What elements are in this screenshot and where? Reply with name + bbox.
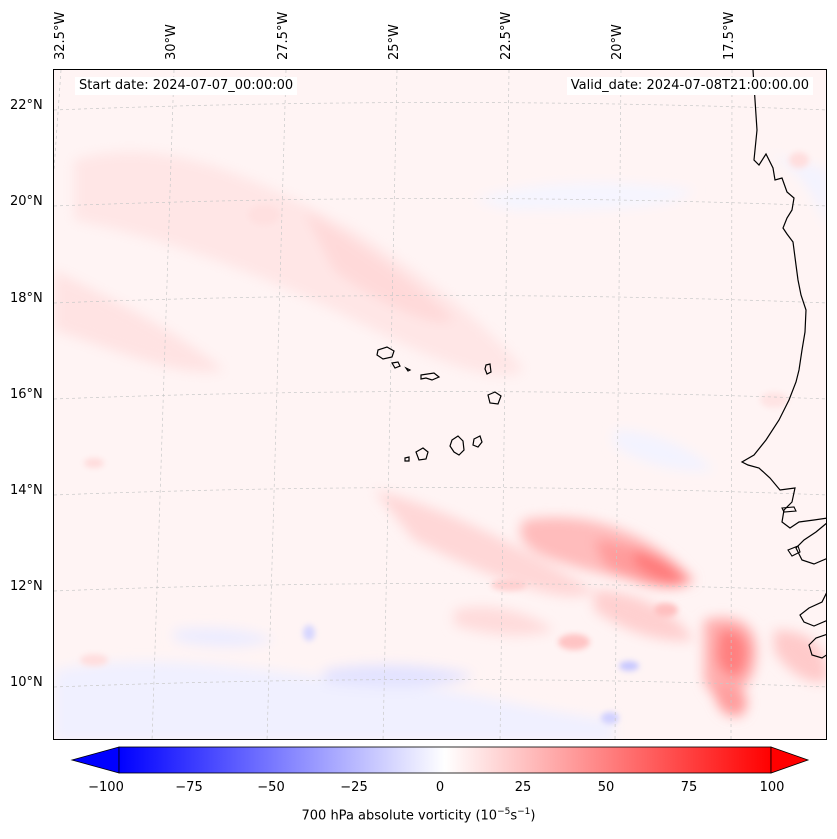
lon-label-27-5w: 27.5°W <box>276 11 291 60</box>
island-maio <box>472 435 483 448</box>
colorbar-tick: −75 <box>175 780 203 795</box>
colorbar-min-extend <box>70 746 120 774</box>
colorbar-tick: 0 <box>435 780 445 795</box>
colorbar-tick: 50 <box>597 780 615 795</box>
vorticity-map <box>54 70 826 739</box>
start-date-label: Start date: 2024-07-07_00:00:00 <box>75 77 298 95</box>
lat-label-20n: 20°N <box>10 194 43 209</box>
lon-label-32-5w: 32.5°W <box>53 11 68 60</box>
island-sao-vicente <box>391 361 401 369</box>
bijagos-island <box>787 545 801 557</box>
island-santo-antao <box>376 346 395 360</box>
lat-label-18n: 18°N <box>10 291 43 306</box>
gambia-river <box>781 506 797 513</box>
colorbar-tick: 75 <box>680 780 698 795</box>
valid-date-label: Valid_date: 2024-07-08T21:00:00.00 <box>566 77 813 95</box>
colorbar-max-extend <box>770 746 810 774</box>
graticule <box>54 70 826 739</box>
island-sao-nicolau <box>420 372 441 381</box>
island-santiago <box>449 435 465 456</box>
vorticity-small-features <box>80 152 809 724</box>
colorbar <box>70 746 810 774</box>
lat-label-10n: 10°N <box>10 675 43 690</box>
island-boa-vista <box>487 391 502 405</box>
colorbar-tick: 100 <box>759 780 785 795</box>
colorbar-tick: −25 <box>340 780 368 795</box>
map-panel[interactable] <box>53 69 827 740</box>
colorbar-gradient <box>118 746 772 774</box>
lat-label-16n: 16°N <box>10 387 43 402</box>
colorbar-tick: 25 <box>514 780 532 795</box>
lat-label-12n: 12°N <box>10 579 43 594</box>
lat-label-22n: 22°N <box>10 98 43 113</box>
colorbar-label: 700 hPa absolute vorticity (10−5s−1) <box>301 807 536 824</box>
lon-label-30w: 30°W <box>164 24 179 60</box>
island-sal <box>484 363 492 375</box>
lon-label-22-5w: 22.5°W <box>499 11 514 60</box>
lon-label-17-5w: 17.5°W <box>722 11 737 60</box>
island-santa-luzia <box>404 366 412 372</box>
lat-label-14n: 14°N <box>10 483 43 498</box>
lon-label-25w: 25°W <box>387 24 402 60</box>
colorbar-tick: −100 <box>88 780 124 795</box>
colorbar-tick: −50 <box>257 780 285 795</box>
cabo-verde-islands <box>376 346 502 462</box>
lon-label-20w: 20°W <box>610 24 625 60</box>
island-brava <box>404 456 410 462</box>
african-coastline <box>740 70 826 659</box>
vorticity-field <box>54 150 826 739</box>
island-fogo <box>415 447 429 461</box>
